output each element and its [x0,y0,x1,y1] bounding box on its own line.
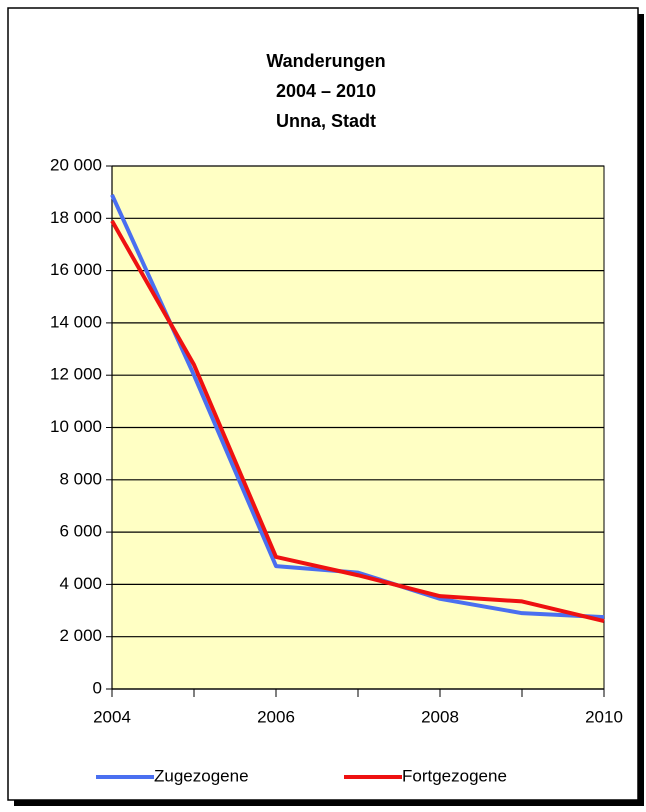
y-tick-label: 6 000 [59,522,102,541]
y-tick-label: 0 [93,678,102,697]
x-tick-label: 2008 [421,707,459,726]
y-tick-label: 8 000 [59,469,102,488]
chart-title: Unna, Stadt [276,111,376,131]
chart-title: Wanderungen [266,51,385,71]
y-tick-label: 18 000 [50,208,102,227]
legend-label: Fortgezogene [402,766,507,785]
x-tick-label: 2006 [257,707,295,726]
y-tick-label: 12 000 [50,365,102,384]
x-tick-label: 2010 [585,707,623,726]
legend-label: Zugezogene [154,766,249,785]
y-tick-label: 14 000 [50,312,102,331]
y-tick-label: 20 000 [50,155,102,174]
y-tick-label: 16 000 [50,260,102,279]
chart-title: 2004 – 2010 [276,81,376,101]
y-tick-label: 4 000 [59,574,102,593]
line [110,219,605,623]
y-tick-label: 2 000 [59,626,102,645]
line [110,193,605,620]
y-tick-label: 10 000 [50,417,102,436]
x-tick-label: 2004 [93,707,131,726]
